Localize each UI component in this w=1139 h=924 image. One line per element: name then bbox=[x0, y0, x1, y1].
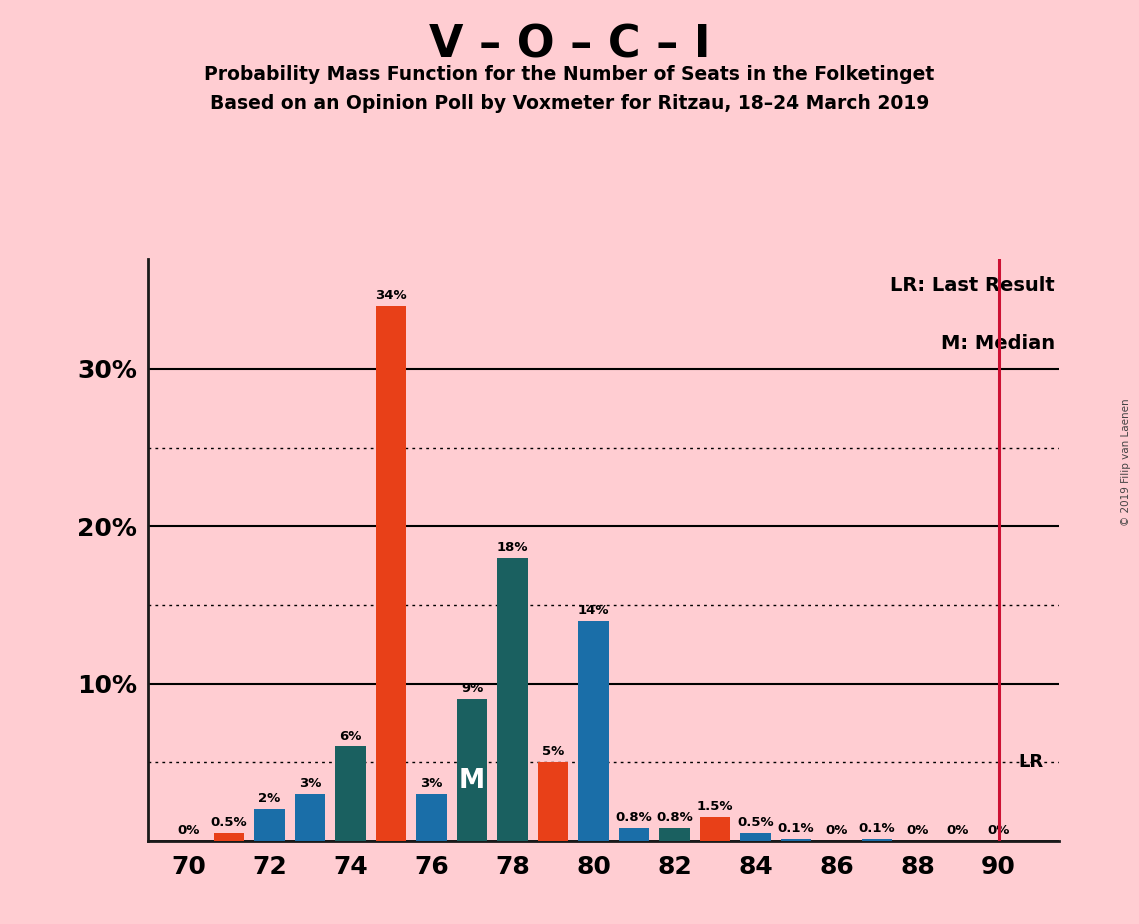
Bar bbox=[699, 817, 730, 841]
Text: 0%: 0% bbox=[178, 824, 199, 837]
Bar bbox=[781, 839, 811, 841]
Text: Probability Mass Function for the Number of Seats in the Folketinget: Probability Mass Function for the Number… bbox=[204, 65, 935, 84]
Text: LR: LR bbox=[1018, 753, 1044, 772]
Text: 0%: 0% bbox=[988, 824, 1009, 837]
Text: 0%: 0% bbox=[907, 824, 928, 837]
Bar bbox=[457, 699, 487, 841]
Bar bbox=[214, 833, 244, 841]
Bar bbox=[254, 809, 285, 841]
Text: 0%: 0% bbox=[826, 824, 847, 837]
Text: Based on an Opinion Poll by Voxmeter for Ritzau, 18–24 March 2019: Based on an Opinion Poll by Voxmeter for… bbox=[210, 94, 929, 114]
Bar bbox=[740, 833, 771, 841]
Text: 14%: 14% bbox=[577, 603, 609, 616]
Text: 18%: 18% bbox=[497, 541, 528, 553]
Bar bbox=[579, 621, 608, 841]
Text: 1.5%: 1.5% bbox=[697, 800, 734, 813]
Bar bbox=[417, 794, 446, 841]
Text: 0.5%: 0.5% bbox=[737, 816, 773, 829]
Text: © 2019 Filip van Laenen: © 2019 Filip van Laenen bbox=[1121, 398, 1131, 526]
Bar bbox=[498, 558, 527, 841]
Text: M: M bbox=[459, 769, 485, 795]
Text: 9%: 9% bbox=[461, 682, 483, 695]
Bar bbox=[538, 762, 568, 841]
Text: 0.1%: 0.1% bbox=[859, 822, 895, 835]
Text: LR: Last Result: LR: Last Result bbox=[890, 276, 1055, 295]
Bar bbox=[862, 839, 892, 841]
Text: 0.1%: 0.1% bbox=[778, 822, 814, 835]
Text: 2%: 2% bbox=[259, 793, 280, 806]
Text: 0.8%: 0.8% bbox=[656, 811, 693, 824]
Text: 3%: 3% bbox=[420, 777, 443, 790]
Text: 6%: 6% bbox=[339, 730, 362, 743]
Text: 0%: 0% bbox=[947, 824, 969, 837]
Text: 5%: 5% bbox=[542, 746, 564, 759]
Text: 3%: 3% bbox=[298, 777, 321, 790]
Text: 0.5%: 0.5% bbox=[211, 816, 247, 829]
Text: 0.8%: 0.8% bbox=[616, 811, 653, 824]
Text: V – O – C – I: V – O – C – I bbox=[428, 23, 711, 67]
Bar bbox=[335, 747, 366, 841]
Bar bbox=[295, 794, 326, 841]
Bar bbox=[618, 828, 649, 841]
Bar bbox=[376, 306, 407, 841]
Text: 34%: 34% bbox=[375, 289, 407, 302]
Bar bbox=[659, 828, 690, 841]
Text: M: Median: M: Median bbox=[941, 334, 1055, 353]
